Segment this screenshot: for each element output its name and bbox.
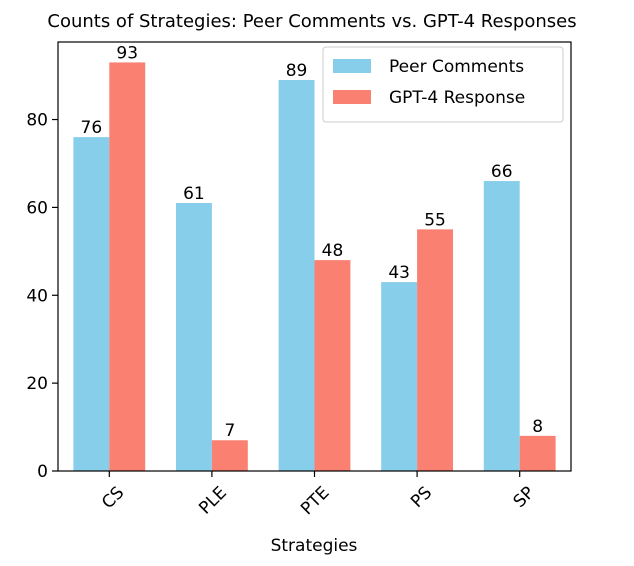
bar-sp-peer — [483, 181, 520, 471]
bar-ple-peer — [175, 203, 212, 472]
legend-label-gpt4: GPT-4 Response — [389, 88, 525, 108]
x-axis-label: Strategies — [271, 536, 358, 556]
y-tick-label-40: 40 — [26, 286, 48, 306]
y-tick-label-20: 20 — [26, 374, 48, 394]
data-label-cs-gpt4: 93 — [116, 43, 138, 63]
bar-cs-peer — [73, 137, 110, 471]
chart-title: Counts of Strategies: Peer Comments vs. … — [47, 11, 576, 32]
data-label-sp-peer: 66 — [491, 162, 513, 182]
data-labels-group: 76 93 61 7 89 48 43 55 66 8 — [81, 43, 544, 441]
legend-box — [322, 46, 564, 123]
y-tick-label-0: 0 — [37, 462, 48, 482]
legend-label-peer: Peer Comments — [389, 57, 524, 77]
x-tick-label-ps: PS — [407, 483, 436, 512]
bar-pte-gpt4 — [314, 260, 351, 471]
data-label-ple-peer: 61 — [183, 184, 205, 204]
bar-pte-peer — [278, 80, 315, 472]
y-axis: 0 20 40 60 80 — [26, 111, 58, 482]
x-axis: CS PLE PTE PS SP — [98, 471, 539, 519]
bar-ps-peer — [381, 282, 418, 471]
data-label-sp-gpt4: 8 — [532, 417, 543, 437]
x-tick-label-pte: PTE — [297, 483, 333, 519]
data-label-ple-gpt4: 7 — [224, 421, 235, 441]
bars-group — [73, 62, 556, 472]
x-tick-label-cs: CS — [98, 483, 128, 513]
x-tick-label-sp: SP — [510, 483, 539, 512]
legend-swatch-gpt4 — [333, 90, 371, 104]
data-label-ps-gpt4: 55 — [424, 210, 446, 230]
legend-swatch-peer — [333, 59, 371, 73]
bar-sp-gpt4 — [519, 435, 556, 471]
data-label-ps-peer: 43 — [388, 263, 410, 283]
data-label-pte-peer: 89 — [286, 61, 308, 81]
y-tick-label-60: 60 — [26, 198, 48, 218]
bar-cs-gpt4 — [109, 62, 146, 472]
data-label-cs-peer: 76 — [81, 118, 103, 138]
x-tick-label-ple: PLE — [195, 483, 231, 519]
legend: Peer Comments GPT-4 Response — [322, 46, 564, 123]
data-label-pte-gpt4: 48 — [322, 241, 344, 261]
bar-ps-gpt4 — [417, 229, 454, 471]
y-tick-label-80: 80 — [26, 111, 48, 131]
bar-ple-gpt4 — [211, 440, 248, 471]
